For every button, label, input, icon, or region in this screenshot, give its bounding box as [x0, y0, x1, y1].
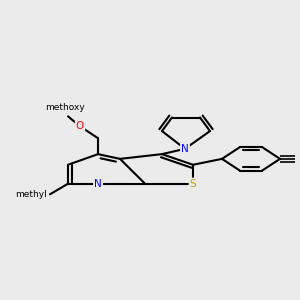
- Text: O: O: [76, 122, 84, 131]
- Text: N: N: [181, 144, 189, 154]
- Text: methoxy: methoxy: [45, 103, 85, 112]
- Text: N: N: [94, 179, 102, 189]
- Text: methyl: methyl: [16, 190, 47, 199]
- Text: S: S: [190, 179, 196, 189]
